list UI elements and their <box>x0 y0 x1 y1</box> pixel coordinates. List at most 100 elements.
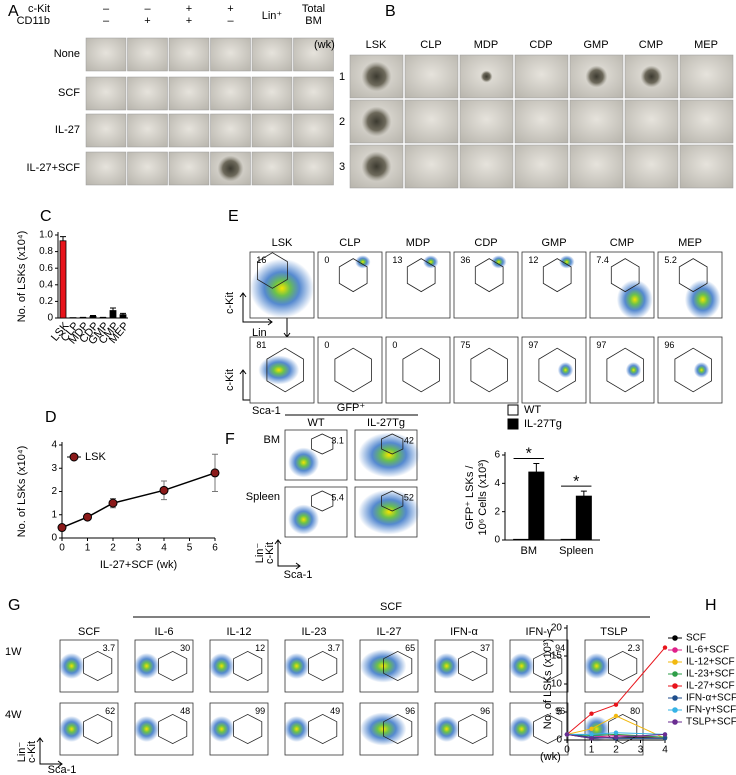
axis-arrow <box>36 737 63 768</box>
cell-cloud <box>433 716 460 742</box>
row-label: Spleen <box>246 491 280 503</box>
culture-image <box>679 54 734 99</box>
gate-percent: 65 <box>405 643 415 653</box>
column-header: GMP <box>541 237 566 249</box>
x-axis-label: (wk) <box>540 751 561 763</box>
sign: + <box>144 15 150 27</box>
panel-label: F <box>225 431 235 448</box>
cell-cloud <box>133 653 160 679</box>
culture-image <box>514 99 569 144</box>
culture-image <box>127 76 168 111</box>
cell-cloud <box>358 489 421 535</box>
row-label: 2 <box>339 116 345 128</box>
culture-image <box>514 54 569 99</box>
cell-cloud <box>557 362 574 378</box>
gate-percent: 37 <box>480 643 490 653</box>
data-point <box>589 711 594 716</box>
column-header: IL-6 <box>155 626 174 638</box>
data-point <box>662 736 668 741</box>
gate <box>470 347 508 393</box>
data-point <box>662 645 668 650</box>
legend-swatch <box>507 404 519 416</box>
culture-image <box>251 37 293 72</box>
axis-label: Sca-1 <box>284 569 313 581</box>
column-header: IL-12 <box>226 626 251 638</box>
culture-image <box>293 37 334 72</box>
culture-image <box>404 99 459 144</box>
culture-image <box>293 113 334 148</box>
gate <box>474 258 504 293</box>
axis-label: Lin <box>252 327 267 339</box>
legend-label: WT <box>524 404 541 416</box>
x-tick-label: 0 <box>564 745 570 756</box>
gate <box>311 433 334 455</box>
y-tick-label: 4 <box>494 478 500 489</box>
row-label: SCF <box>58 87 80 99</box>
row-label: 1W <box>5 646 22 658</box>
gate-percent: 80 <box>630 706 640 716</box>
significance-mark: * <box>573 473 579 490</box>
column-header: Lin⁺ <box>262 10 283 22</box>
data-point <box>613 702 619 707</box>
bar <box>528 471 545 541</box>
column-header: IFN-γ <box>526 626 553 638</box>
legend-marker <box>672 647 678 653</box>
y-tick-label: 4 <box>51 440 57 451</box>
x-tick-label: 1 <box>85 543 91 554</box>
culture-image <box>624 99 679 144</box>
gate-percent: 97 <box>596 340 606 350</box>
gate <box>381 433 404 455</box>
column-header: IFN-α <box>450 626 478 638</box>
series-line <box>566 647 666 735</box>
cell-cloud <box>283 653 310 679</box>
bar <box>119 314 127 319</box>
axis-label: Lin⁻ <box>254 543 266 564</box>
cell-cloud <box>433 653 460 679</box>
gate <box>538 347 576 393</box>
sign: + <box>186 3 192 15</box>
cell-cloud <box>508 653 535 679</box>
culture-image <box>85 76 127 111</box>
colony <box>217 155 244 182</box>
data-point <box>613 735 619 740</box>
row-label: 1 <box>339 71 345 83</box>
y-axis-label: No. of LSKs (x10⁴) <box>16 231 28 323</box>
axis-label: c-Kit <box>224 369 236 391</box>
row-label: IL-27+SCF <box>27 162 81 174</box>
gate <box>308 650 338 682</box>
sign: – <box>227 15 234 27</box>
legend-label: IL-23+SCF <box>686 669 735 680</box>
bar <box>89 315 97 319</box>
cell-cloud <box>258 355 300 385</box>
flow-plot <box>317 251 383 319</box>
column-header: CDP <box>474 237 497 249</box>
gate-percent: 5.2 <box>664 255 677 265</box>
gate-percent: 0 <box>392 340 397 350</box>
cell-cloud <box>355 255 371 269</box>
data-point <box>210 468 220 478</box>
culture-image <box>85 37 127 72</box>
x-tick-label: Spleen <box>559 545 593 557</box>
column-header: MDP <box>406 237 430 249</box>
data-point <box>662 732 668 737</box>
column-header: CMP <box>610 237 634 249</box>
cell-cloud <box>208 653 235 679</box>
culture-image <box>293 151 334 186</box>
cell-cloud <box>684 279 721 320</box>
error-bar <box>580 490 587 497</box>
gate <box>233 650 263 682</box>
legend-marker <box>672 695 678 701</box>
culture-image <box>251 76 293 111</box>
x-tick-label: 1 <box>589 745 595 756</box>
gate <box>383 650 413 682</box>
cell-cloud <box>491 255 507 269</box>
y-tick-label: 2 <box>51 486 57 497</box>
culture-image <box>514 144 569 189</box>
gate-percent: 62 <box>105 706 115 716</box>
gate-percent: 7.4 <box>596 255 609 265</box>
data-point <box>589 726 594 731</box>
error-bar <box>90 315 96 317</box>
axis-label: c-Kit <box>224 292 236 314</box>
x-tick-label: 2 <box>613 745 619 756</box>
cell-cloud <box>358 432 421 478</box>
